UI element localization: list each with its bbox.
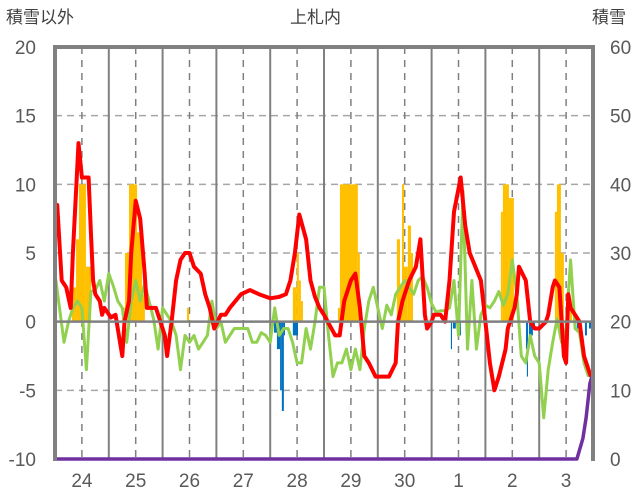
x-tick-label: 24 (71, 471, 93, 492)
left-tick-label: 10 (15, 175, 36, 196)
orange-bars-bar (337, 307, 340, 322)
orange-bars-bar (76, 239, 79, 322)
orange-bars-bar (141, 294, 145, 322)
x-tick-label: 28 (287, 471, 308, 492)
x-tick-label: 25 (125, 471, 146, 492)
x-tick-label: 26 (179, 471, 200, 492)
orange-bars-bar (85, 266, 92, 322)
blue-bars-bar (584, 321, 587, 336)
left-tick-label: 0 (25, 313, 36, 334)
blue-bars-bar (281, 321, 284, 411)
orange-bars-bar (137, 232, 142, 322)
x-tick-label: 3 (561, 471, 572, 492)
orange-bars-bar (187, 307, 190, 322)
right-axis-title: 積雪 (592, 8, 626, 28)
x-tick-label: 27 (233, 471, 254, 492)
blue-bars-bar (274, 321, 277, 333)
orange-bars-bar (569, 307, 572, 322)
blue-bars-bar (525, 321, 527, 350)
right-tick-label: 40 (610, 175, 631, 196)
left-tick-label: 5 (25, 244, 36, 265)
x-tick-label: 2 (507, 471, 518, 492)
snow-depth-series (55, 376, 594, 461)
orange-bars-bar (124, 253, 129, 322)
orange-bars-bar (339, 184, 358, 322)
red-line-series (53, 141, 593, 393)
orange-bars-bar (292, 287, 297, 322)
orange-bars-bar (500, 211, 503, 322)
orange-bars-bar (396, 239, 400, 322)
right-tick-label: 20 (610, 313, 631, 334)
blue-bars-bar (452, 321, 456, 329)
blue-bars-bar (450, 321, 452, 350)
orange-bars-bar (296, 253, 299, 322)
right-tick-label: 60 (610, 38, 631, 59)
orange-bars-bar (560, 253, 564, 322)
orange-bars-bar (298, 280, 301, 322)
blue-bars-bar (588, 321, 591, 329)
orange-bars-bar (402, 184, 405, 322)
orange-bars-bar (300, 301, 303, 322)
blue-bars-bar (292, 321, 298, 336)
orange-bars-bar (554, 211, 557, 322)
right-tick-label: 0 (610, 450, 621, 471)
right-tick-label: 10 (610, 381, 631, 402)
left-tick-label: 15 (15, 107, 36, 128)
orange-bars-bar (556, 184, 561, 322)
orange-bars-bar (78, 184, 86, 322)
orange-bars-bar (407, 225, 411, 322)
orange-bars-bar (410, 253, 413, 322)
left-axis-title: 積雪以外 (6, 8, 74, 28)
right-tick-label: 50 (610, 107, 631, 128)
right-tick-label: 30 (610, 244, 631, 265)
left-tick-label: -5 (19, 381, 36, 402)
blue-bars-bar (528, 321, 533, 336)
left-tick-label: -10 (9, 450, 36, 471)
left-tick-label: 20 (15, 38, 36, 59)
orange-bars-bar (502, 184, 509, 322)
chart-title: 上札内 (290, 8, 341, 28)
blue-bars-bar (280, 321, 282, 391)
x-tick-label: 29 (340, 471, 361, 492)
x-tick-label: 30 (394, 471, 415, 492)
x-tick-label: 1 (453, 471, 464, 492)
